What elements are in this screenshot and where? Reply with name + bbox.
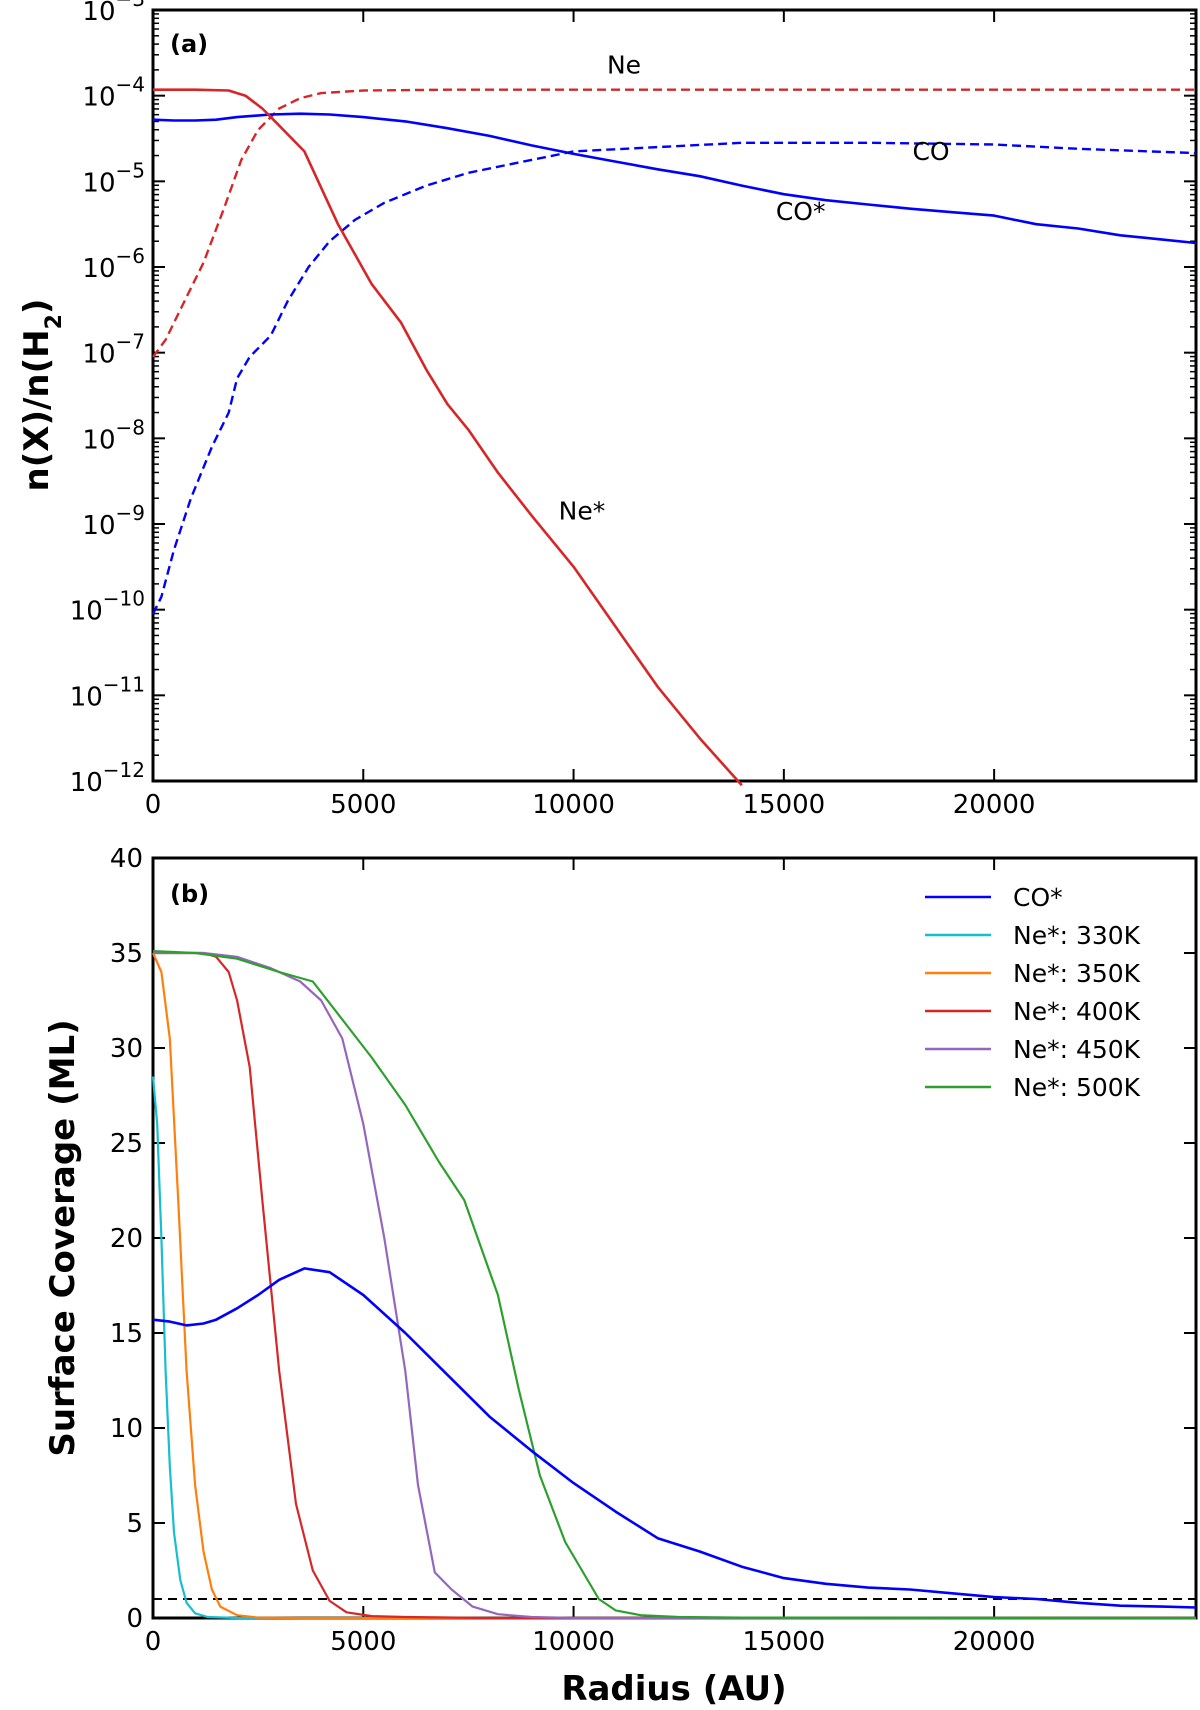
a-ytick-exp: −4	[116, 73, 145, 97]
b-series-ne-star-400k	[153, 951, 1196, 1620]
b-ytick-label: 5	[126, 1509, 143, 1539]
panel-b-series	[151, 950, 1197, 1620]
a-xtick-label: 10000	[532, 790, 615, 820]
a-ytick-label: 10−12	[70, 758, 145, 798]
a-ytick-label: 10−4	[82, 73, 145, 113]
panel-b-xlabel: Radius (AU)	[561, 1669, 786, 1709]
a-ytick-base: 10	[82, 425, 115, 455]
panel-a-frame	[151, 8, 1198, 783]
b-ytick-label: 20	[110, 1224, 143, 1254]
a-ytick-exp: −8	[116, 415, 145, 439]
a-ytick-base: 10	[70, 768, 103, 798]
a-ytick-base: 10	[82, 0, 115, 27]
b-xtick-label: 20000	[953, 1627, 1036, 1657]
a-ytick-label: 10−3	[82, 0, 145, 27]
panel-a-ylabel: n(X)/n(H2)	[17, 299, 67, 492]
a-ytick-exp: −9	[116, 501, 145, 525]
panel-a-ylabel-sub: 2	[42, 314, 67, 329]
a-ytick-base: 10	[82, 83, 115, 113]
a-ytick-base: 10	[70, 682, 103, 712]
b-ytick-label: 25	[110, 1129, 143, 1159]
b-series-ne-star-500k	[152, 950, 1197, 1620]
b-ytick-label: 0	[126, 1604, 143, 1634]
a-ytick-base: 10	[70, 597, 103, 627]
b-ytick-label: 35	[110, 939, 143, 969]
legend-label: Ne*: 400K	[1013, 997, 1141, 1026]
a-ytick-label: 10−5	[82, 158, 145, 198]
a-xtick-label: 20000	[953, 790, 1036, 820]
b-ytick-label: 30	[110, 1034, 143, 1064]
a-ytick-label: 10−7	[82, 330, 145, 370]
panel-a-tick-labels: 10−1210−1110−1010−910−810−710−610−510−41…	[70, 0, 1036, 820]
a-ytick-base: 10	[82, 254, 115, 284]
a-ytick-exp: −12	[103, 758, 145, 782]
legend-label: Ne*: 350K	[1013, 959, 1141, 988]
a-series-co-star	[152, 112, 1197, 245]
a-ytick-base: 10	[82, 340, 115, 370]
b-xtick-label: 0	[145, 1627, 162, 1657]
b-series-ne-star-450k	[153, 951, 1196, 1620]
legend-label: CO*	[1013, 883, 1063, 912]
legend-entry-ne-star-400k: Ne*: 400K	[925, 997, 1141, 1026]
a-xtick-label: 5000	[330, 790, 396, 820]
b-series-ne-star-350k	[151, 952, 1196, 1620]
panel-a-ticks	[152, 9, 1196, 782]
b-xtick-label: 15000	[742, 1627, 825, 1657]
a-ytick-exp: −7	[116, 330, 145, 354]
panel-b-tag: (b)	[170, 880, 209, 908]
b-ytick-label: 10	[110, 1414, 143, 1444]
panel-b-tick-labels: 0 5 10 15 20 25 30 35 40 0 5000 10000 15000 20000	[110, 844, 1036, 1657]
a-annotation-co: CO	[912, 137, 949, 166]
a-ytick-exp: −10	[103, 587, 145, 611]
a-ytick-exp: −3	[116, 0, 145, 11]
a-annotation-ne-star: Ne*	[559, 497, 606, 526]
b-ytick-label: 15	[110, 1319, 143, 1349]
b-series-ne-star-330k	[151, 1076, 1196, 1620]
b-xtick-label: 5000	[330, 1627, 396, 1657]
panel-b-ylabel: Surface Coverage (ML)	[43, 1019, 83, 1456]
a-ytick-base: 10	[82, 168, 115, 198]
a-ytick-label: 10−9	[82, 501, 145, 541]
a-ytick-exp: −5	[116, 158, 145, 182]
b-xtick-label: 10000	[532, 1627, 615, 1657]
a-xtick-label: 15000	[742, 790, 825, 820]
legend-label: Ne*: 500K	[1013, 1073, 1141, 1102]
panel-a-tag: (a)	[170, 30, 208, 58]
a-annotation-co-star: CO*	[776, 197, 826, 226]
b-series-co-star	[152, 1267, 1197, 1609]
panel-b-legend: CO* Ne*: 330K Ne*: 350K Ne*: 400K Ne*: 450K N…	[925, 883, 1141, 1102]
legend-entry-ne-star-500k: Ne*: 500K	[925, 1073, 1141, 1102]
a-ytick-base: 10	[82, 511, 115, 541]
panel-a-series	[151, 88, 1197, 787]
a-ytick-label: 10−8	[82, 415, 145, 455]
legend-label: Ne*: 330K	[1013, 921, 1141, 950]
a-series-ne	[152, 88, 1196, 358]
a-xtick-label: 0	[145, 790, 162, 820]
a-ytick-exp: −11	[103, 672, 145, 696]
a-annotation-ne: Ne	[607, 50, 641, 79]
b-ytick-label: 40	[110, 844, 143, 874]
panel-b: 0 5 10 15 20 25 30 35 40 0 5000 10000 15000 20000 (b)…	[43, 844, 1198, 1709]
panel-a-annotations: Ne CO CO* Ne*	[559, 50, 950, 525]
legend-entry-co-star: CO*	[925, 883, 1063, 912]
panel-a: 10−1210−1110−1010−910−810−710−610−510−41…	[17, 0, 1198, 820]
panel-a-ylabel-main: n(X)/n(H	[17, 329, 57, 491]
legend-entry-ne-star-350k: Ne*: 350K	[925, 959, 1141, 988]
a-ytick-exp: −6	[116, 244, 145, 268]
a-ytick-label: 10−10	[70, 587, 145, 627]
a-series-ne-star	[153, 88, 743, 787]
a-ytick-label: 10−11	[70, 672, 145, 712]
panel-a-ylabel-close: )	[17, 299, 57, 315]
legend-label: Ne*: 450K	[1013, 1035, 1141, 1064]
legend-entry-ne-star-330k: Ne*: 330K	[925, 921, 1141, 950]
legend-entry-ne-star-450k: Ne*: 450K	[925, 1035, 1141, 1064]
a-ytick-label: 10−6	[82, 244, 145, 284]
a-series-co	[151, 141, 1197, 615]
